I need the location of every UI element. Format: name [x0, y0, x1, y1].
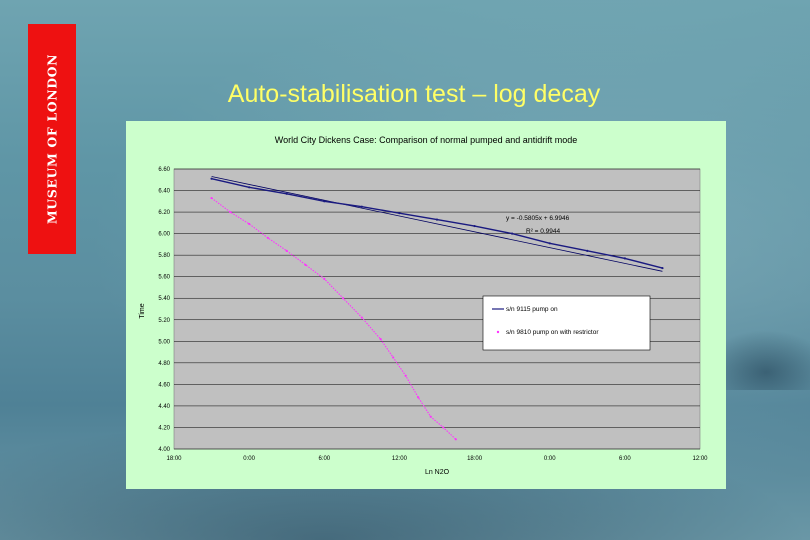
- series-layer: [210, 177, 664, 441]
- museum-logo: MUSEUM OF LONDON: [28, 24, 76, 254]
- data-point-restrictor: [454, 438, 457, 441]
- data-point-restrictor: [379, 338, 382, 341]
- data-point-restrictor: [417, 396, 420, 399]
- trendline-r-squared: R² = 0.9944: [526, 228, 561, 235]
- data-point-restrictor: [323, 277, 326, 280]
- data-point-restrictor: [429, 415, 432, 418]
- data-point-pump-on: [323, 200, 326, 203]
- y-tick-label: 4.80: [158, 361, 170, 367]
- data-point-restrictor: [229, 210, 232, 214]
- x-tick-label: 18:00: [166, 456, 182, 462]
- x-axis-label: Ln N2O: [425, 469, 450, 476]
- y-tick-label: 6.00: [158, 232, 170, 238]
- trendline-line: [211, 176, 663, 272]
- chart-panel: World City Dickens Case: Comparison of n…: [126, 121, 726, 489]
- data-point-restrictor: [210, 196, 213, 200]
- legend-label-series-2: s/n 9810 pump on with restrictor: [506, 329, 599, 336]
- data-point-restrictor: [304, 263, 307, 266]
- series-line-restrictor: [211, 197, 457, 440]
- x-tick-label: 6:00: [619, 456, 631, 462]
- data-point-restrictor: [266, 236, 270, 240]
- data-point-pump-on: [360, 205, 363, 208]
- chart: World City Dickens Case: Comparison of n…: [139, 135, 708, 476]
- y-tick-label: 4.40: [158, 404, 170, 410]
- y-tick-label: 5.00: [158, 339, 170, 345]
- x-tick-label: 0:00: [544, 456, 556, 462]
- y-tick-label: 4.00: [158, 447, 170, 453]
- x-tick-label: 18:00: [467, 456, 483, 462]
- grid-lines: [174, 168, 700, 450]
- data-point-pump-on: [248, 186, 251, 189]
- y-tick-label: 6.40: [158, 189, 170, 195]
- y-tick-label: 6.20: [158, 210, 170, 216]
- y-axis-label: Time: [139, 303, 146, 318]
- trendline-equation: y = -0.5805x + 6.9946: [506, 215, 570, 222]
- data-point-restrictor: [392, 356, 395, 359]
- y-tick-labels: 4.00 4.20 4.40 4.60 4.80 5.00 5.20 5.40 5.60 5.80…: [158, 167, 170, 453]
- x-tick-label: 0:00: [243, 456, 255, 462]
- data-point-restrictor: [360, 316, 363, 319]
- y-tick-label: 4.60: [158, 382, 170, 388]
- slide-title: Auto-stabilisation test – log decay: [227, 80, 601, 108]
- x-tick-label: 12:00: [392, 456, 408, 462]
- data-point-pump-on: [285, 192, 288, 195]
- data-point-pump-on: [473, 224, 476, 228]
- x-tick-labels: 18:00 0:00 6:00 12:00 18:00 0:00 6:00 12:00: [166, 456, 708, 462]
- y-tick-label: 5.40: [158, 296, 170, 302]
- data-point-pump-on: [210, 177, 213, 180]
- y-tick-label: 5.20: [158, 318, 170, 324]
- y-tick-label: 6.60: [158, 167, 170, 173]
- data-point-pump-on: [586, 249, 589, 252]
- data-point-restrictor: [341, 297, 345, 300]
- y-tick-label: 4.20: [158, 425, 170, 431]
- data-point-pump-on: [511, 232, 514, 235]
- x-tick-label: 12:00: [692, 456, 708, 462]
- y-tick-label: 5.60: [158, 275, 170, 281]
- chart-title: World City Dickens Case: Comparison of n…: [275, 135, 577, 145]
- data-point-restrictor: [248, 222, 251, 226]
- data-point-restrictor: [285, 249, 288, 252]
- x-tick-label: 6:00: [318, 456, 330, 462]
- data-point-restrictor: [442, 426, 445, 429]
- legend-label-series-1: s/n 9115 pump on: [506, 306, 558, 313]
- data-point-restrictor: [404, 374, 407, 377]
- legend: s/n 9115 pump on s/n 9810 pump on with r…: [482, 295, 651, 351]
- legend-box: [482, 295, 651, 351]
- data-point-pump-on: [661, 266, 664, 270]
- data-point-pump-on: [435, 218, 439, 221]
- data-point-pump-on: [548, 242, 551, 245]
- trendline: [211, 176, 663, 272]
- data-point-pump-on: [398, 212, 401, 215]
- legend-marker-series-2: [496, 330, 500, 334]
- data-point-pump-on: [623, 257, 626, 260]
- y-tick-label: 5.80: [158, 253, 170, 259]
